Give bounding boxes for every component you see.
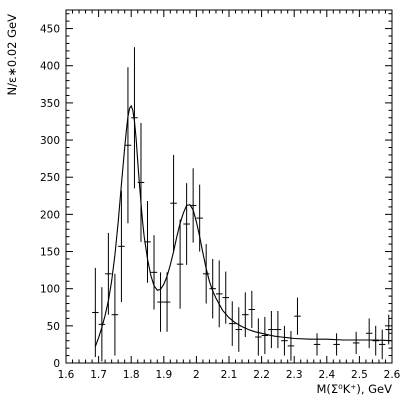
data-point — [378, 329, 386, 360]
x-tick-label: 2.3 — [286, 369, 303, 381]
data-point — [183, 183, 190, 265]
data-point — [111, 273, 119, 356]
y-tick-label: 400 — [40, 61, 60, 73]
x-tick-label: 2.4 — [318, 369, 335, 381]
x-tick-label: 1.8 — [123, 369, 140, 381]
y-tick-label: 200 — [40, 209, 60, 221]
y-tick-labels: 0 50 100 150 200 250 300 350 400 450 — [40, 24, 60, 370]
data-point — [255, 318, 262, 356]
x-tick-label: 1.7 — [90, 369, 107, 381]
axis-ticks — [65, 10, 393, 364]
x-tick-label: 2 — [193, 369, 200, 381]
data-point — [268, 310, 275, 349]
data-point — [196, 184, 203, 252]
data-point — [333, 333, 340, 356]
y-tick-label: 100 — [40, 284, 60, 296]
x-tick-labels: 1.6 1.7 1.8 1.9 2 2.1 2.2 2.3 2.4 2.5 2.6 — [58, 369, 401, 381]
data-point — [150, 235, 158, 310]
data-point — [242, 292, 249, 337]
y-tick-label: 250 — [40, 172, 60, 184]
data-point — [372, 325, 379, 356]
x-tick-label: 1.6 — [58, 369, 75, 381]
x-tick-label: 2.1 — [221, 369, 238, 381]
data-point — [365, 318, 373, 349]
data-point — [170, 154, 177, 252]
data-point — [176, 219, 184, 309]
data-point — [235, 307, 243, 352]
data-point — [281, 325, 288, 356]
x-tick-label: 2.5 — [351, 369, 368, 381]
data-point — [98, 287, 106, 362]
data-point — [287, 331, 295, 361]
data-point — [222, 271, 229, 324]
y-tick-label: 450 — [40, 24, 60, 36]
fit-curve — [94, 104, 393, 347]
y-tick-label: 50 — [47, 321, 60, 333]
data-point — [209, 258, 216, 319]
data-point — [124, 67, 132, 224]
y-tick-label: 300 — [40, 135, 60, 147]
data-point — [248, 290, 256, 329]
data-point — [385, 314, 392, 345]
y-axis-title: N/ε∗0.02 GeV — [5, 14, 19, 96]
x-axis-title: M(Σ⁰K⁺), GeV — [316, 382, 392, 396]
data-point — [215, 260, 223, 328]
data-point — [118, 190, 125, 303]
y-tick-label: 0 — [53, 358, 60, 370]
data-points — [92, 47, 392, 362]
data-point — [163, 272, 171, 332]
data-point — [261, 316, 269, 355]
data-point — [92, 267, 99, 358]
x-tick-label: 1.9 — [155, 369, 172, 381]
data-point — [274, 310, 282, 349]
data-point — [202, 244, 210, 304]
data-point — [229, 301, 236, 346]
x-tick-label: 2.6 — [384, 369, 401, 381]
data-point — [157, 272, 164, 332]
data-point — [313, 333, 321, 356]
data-point — [352, 331, 360, 355]
y-tick-label: 350 — [40, 98, 60, 110]
data-point — [294, 297, 301, 335]
y-tick-label: 150 — [40, 247, 60, 259]
x-tick-label: 2.2 — [253, 369, 270, 381]
